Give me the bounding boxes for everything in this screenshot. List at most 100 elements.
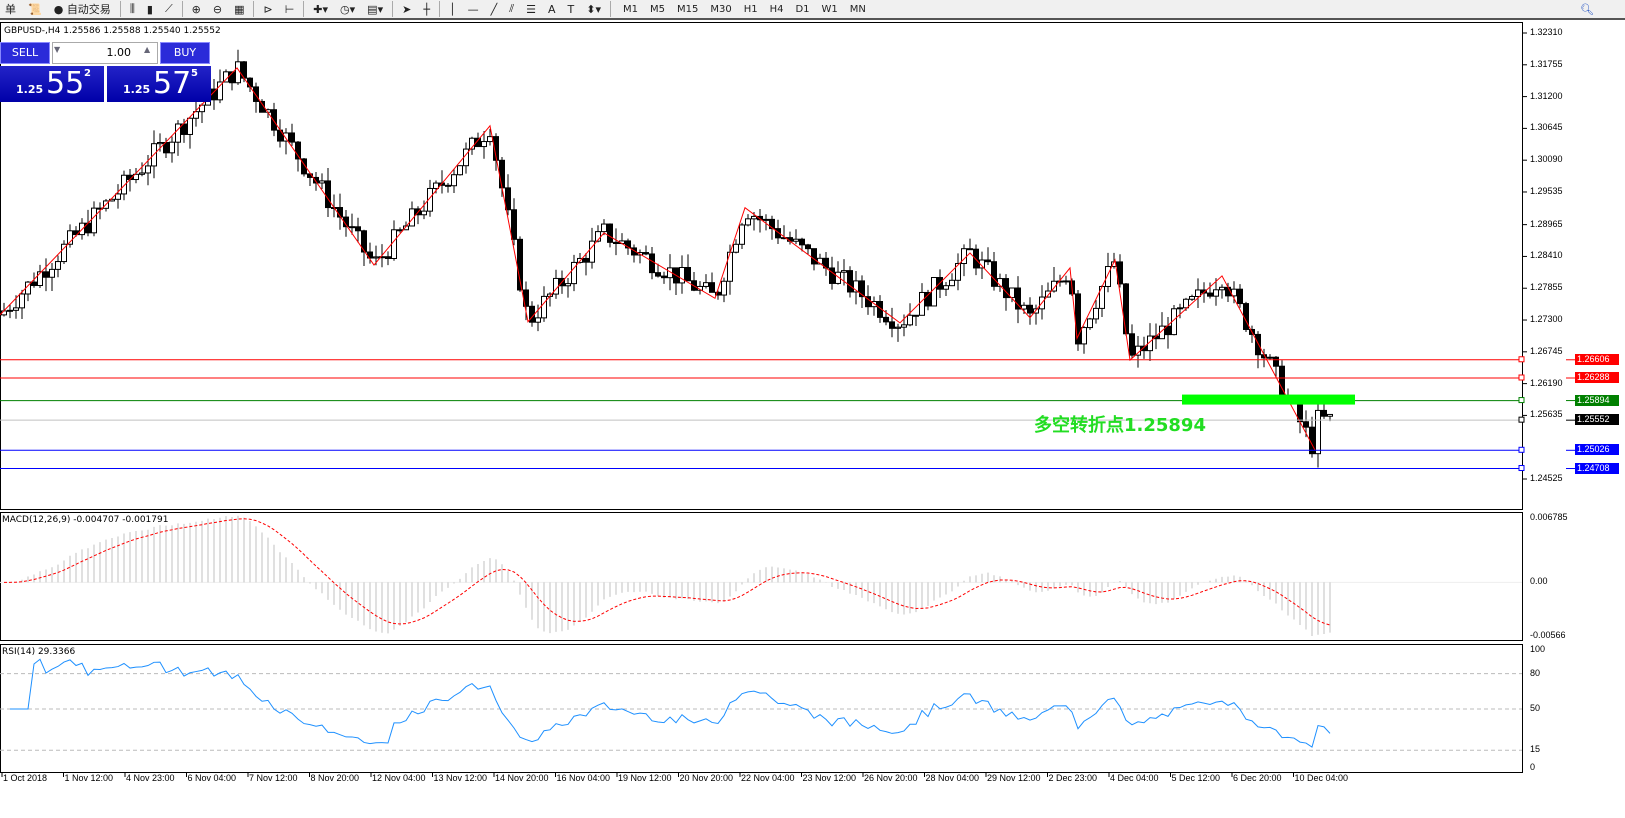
bull-candle xyxy=(1327,413,1333,417)
bear-candle xyxy=(859,280,865,298)
bull-candle xyxy=(907,314,913,326)
periods-icon[interactable]: ◷▾ xyxy=(340,2,356,16)
chart-shift-icon[interactable]: ⊢ xyxy=(284,2,295,16)
timeframe-m5[interactable]: M5 xyxy=(649,3,665,15)
bear-candle xyxy=(661,275,667,279)
lot-increase-icon[interactable]: ▲ xyxy=(144,45,151,54)
level-handle xyxy=(1518,356,1525,363)
level-price-tag: 1.26288 xyxy=(1575,372,1619,383)
time-axis-label: 4 Nov 23:00 xyxy=(126,773,175,783)
bull-candle xyxy=(157,142,163,145)
bear-candle xyxy=(385,256,391,259)
bull-candle xyxy=(901,324,907,328)
bear-candle xyxy=(355,226,361,232)
time-axis-label: 8 Nov 20:00 xyxy=(310,773,360,783)
bear-candle xyxy=(247,77,253,88)
timeframe-h4[interactable]: H4 xyxy=(769,3,784,15)
bear-candle xyxy=(445,184,451,187)
bear-candle xyxy=(613,241,619,245)
sell-button[interactable]: SELL xyxy=(0,42,50,64)
vertical-line-icon[interactable]: │ xyxy=(448,2,456,16)
zigzag-line xyxy=(0,67,1316,451)
bull-candle xyxy=(1021,304,1027,310)
label-icon[interactable]: T xyxy=(567,2,575,16)
timeframe-h1[interactable]: H1 xyxy=(743,3,758,15)
bull-candle xyxy=(1159,325,1165,340)
cursor-icon[interactable]: ➤ xyxy=(402,2,412,16)
horizontal-line-icon[interactable]: — xyxy=(467,2,479,16)
chart-bar-icon[interactable]: ⫼ xyxy=(129,2,135,15)
tile-windows-icon[interactable]: ▦ xyxy=(234,2,245,16)
bull-candle xyxy=(145,165,151,174)
text-icon[interactable]: A xyxy=(547,2,556,16)
bear-candle xyxy=(865,296,871,308)
bear-candle xyxy=(649,253,655,274)
lot-decrease-icon[interactable]: ▼ xyxy=(54,45,61,54)
buy-button[interactable]: BUY xyxy=(160,42,210,64)
chart-line-icon[interactable]: ⟋ xyxy=(164,2,173,15)
zoom-in-icon[interactable]: ⊕ xyxy=(191,2,201,16)
time-axis-label: 20 Nov 20:00 xyxy=(679,773,734,783)
bull-candle xyxy=(751,215,757,220)
bull-candle xyxy=(1213,289,1219,297)
search-icon[interactable]: 🔍︎ xyxy=(1580,2,1594,16)
timeframe-d1[interactable]: D1 xyxy=(795,3,810,15)
fibo-icon[interactable]: ☰ xyxy=(526,2,536,16)
bull-candle xyxy=(175,123,181,143)
timeframe-m15[interactable]: M15 xyxy=(676,3,699,15)
bear-candle xyxy=(655,272,661,277)
timeframe-mn[interactable]: MN xyxy=(849,3,866,15)
timeframe-m1[interactable]: M1 xyxy=(622,3,638,15)
bull-candle xyxy=(19,293,25,309)
crosshair-icon[interactable]: ┼ xyxy=(423,2,430,16)
timeframe-m30[interactable]: M30 xyxy=(710,3,732,15)
bull-candle xyxy=(133,173,139,181)
lot-size-input[interactable]: 1.00 xyxy=(52,42,158,64)
bear-candle xyxy=(271,109,277,131)
time-axis-label: 6 Dec 20:00 xyxy=(1233,773,1282,783)
chart-canvas[interactable] xyxy=(0,22,1625,818)
bear-candle xyxy=(31,281,37,287)
bull-candle xyxy=(1105,266,1111,287)
toolbar: 单 📜 ● 自动交易 ⫼ ▮ ⟋ ⊕ ⊖ ▦ ⊳ ⊢ ✚▾ ◷▾ ▤▾ ➤ ┼ … xyxy=(0,0,1625,20)
bull-candle xyxy=(139,172,145,175)
bid-price[interactable]: 1.25 55 2 xyxy=(0,66,104,102)
auto-trade-button[interactable]: ● 自动交易 xyxy=(51,0,114,18)
new-indicator-icon[interactable]: ✚▾ xyxy=(313,2,329,16)
bear-candle xyxy=(631,247,637,256)
bear-candle xyxy=(715,291,721,296)
trendline-icon[interactable]: ╱ xyxy=(490,2,498,16)
bear-candle xyxy=(505,187,511,211)
bull-candle xyxy=(745,218,751,226)
level-price-tag: 1.25026 xyxy=(1575,444,1619,456)
bear-candle xyxy=(1117,261,1123,285)
bull-candle xyxy=(283,132,289,142)
bull-candle xyxy=(793,238,799,242)
chart-candle-icon[interactable]: ▮ xyxy=(146,2,153,16)
bull-candle xyxy=(193,111,199,119)
bear-candle xyxy=(1027,304,1033,314)
arrows-icon[interactable]: ⬍▾ xyxy=(586,2,601,16)
bull-candle xyxy=(919,291,925,316)
time-axis-label: 10 Dec 04:00 xyxy=(1294,773,1349,783)
ask-price[interactable]: 1.25 57 5 xyxy=(107,66,211,102)
auto-scroll-icon[interactable]: ⊳ xyxy=(263,2,273,16)
timeframe-w1[interactable]: W1 xyxy=(821,3,838,15)
channel-icon[interactable]: ⫽ xyxy=(509,2,515,15)
expert-icon[interactable]: 📜 xyxy=(28,2,42,16)
bull-candle xyxy=(895,326,901,329)
bull-candle xyxy=(1189,295,1195,300)
bull-candle xyxy=(565,283,571,287)
templates-icon[interactable]: ▤▾ xyxy=(367,2,384,16)
bull-candle xyxy=(427,187,433,212)
price-axis-label: 1.28410 xyxy=(1530,250,1563,261)
time-axis-label: 1 Oct 2018 xyxy=(3,773,48,783)
bear-candle xyxy=(1129,333,1135,356)
price-axis-label: 1.31755 xyxy=(1530,58,1563,69)
price-axis-label: 1.30645 xyxy=(1530,122,1563,133)
bear-candle xyxy=(799,238,805,246)
bull-candle xyxy=(373,256,379,259)
zoom-out-icon[interactable]: ⊖ xyxy=(212,2,223,16)
menu-fragment[interactable]: 单 xyxy=(5,3,16,16)
bull-candle xyxy=(121,174,127,195)
